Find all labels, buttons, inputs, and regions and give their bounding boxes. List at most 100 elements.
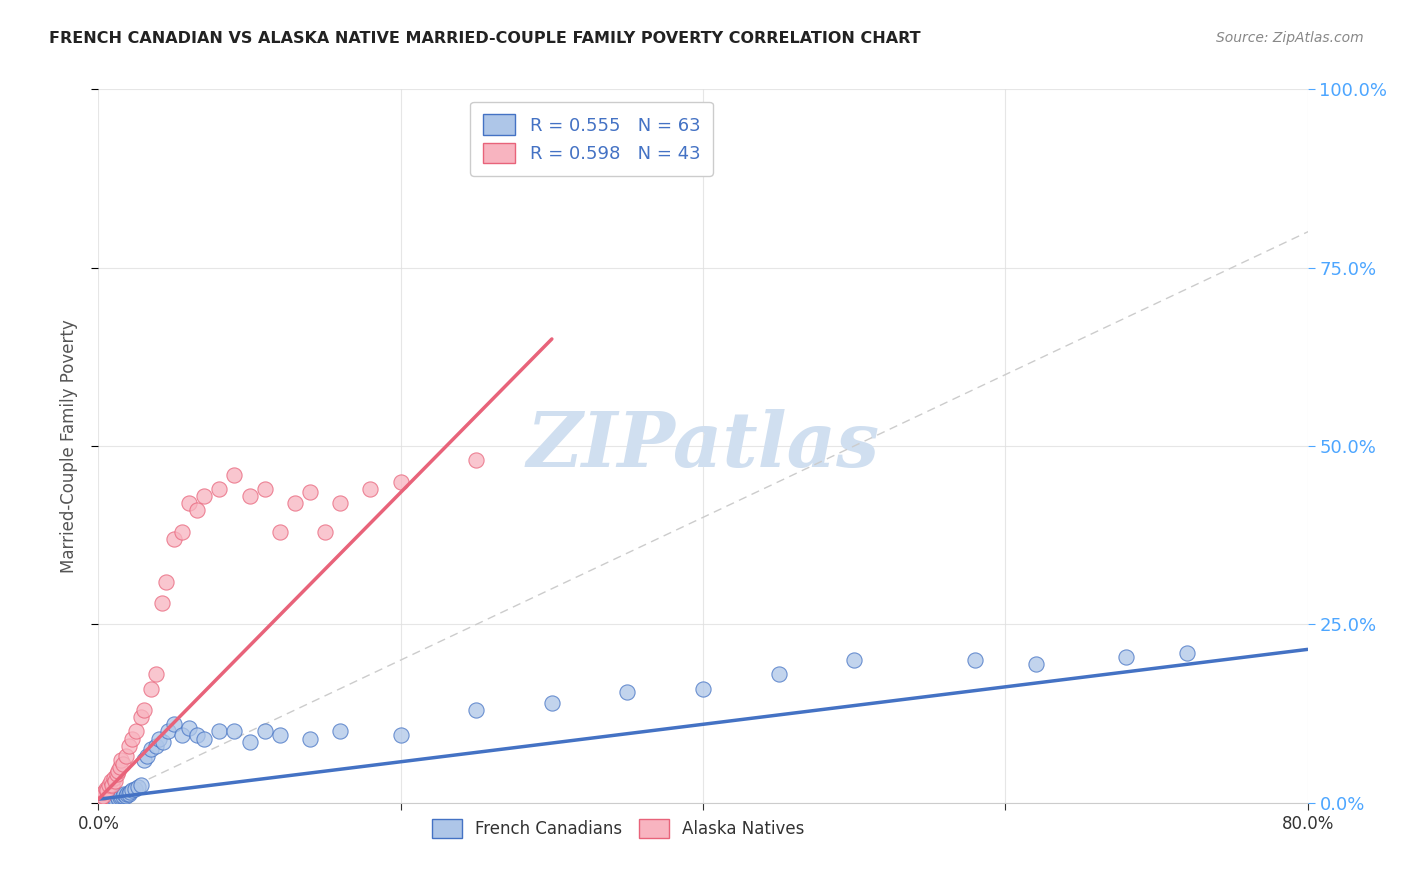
Text: ZIPatlas: ZIPatlas [526,409,880,483]
Point [100,789,122,804]
Point [121,731,143,746]
Point [107,790,129,805]
Point [118,739,141,753]
Point [170,728,193,742]
Point [145,739,167,753]
Point [105,789,128,804]
Point [98,790,121,805]
Point [179,721,201,735]
Point [108,760,131,774]
Text: FRENCH CANADIAN VS ALASKA NATIVE MARRIED-COUPLE FAMILY POVERTY CORRELATION CHART: FRENCH CANADIAN VS ALASKA NATIVE MARRIED… [49,31,921,46]
Point [179,496,201,510]
Point [90,790,112,805]
Point [155,574,177,589]
Point [90,790,112,805]
Point [94,781,117,796]
Point [91,793,114,807]
Point [124,781,146,796]
Point [141,742,163,756]
Point [141,681,163,696]
Point [103,771,125,785]
Point [314,524,336,539]
Point [94,792,117,806]
Text: Source: ZipAtlas.com: Source: ZipAtlas.com [1216,31,1364,45]
Point [96,783,118,797]
Point [224,724,246,739]
Point [1175,646,1198,660]
Point [129,778,152,792]
Point [389,728,412,742]
Point [239,735,262,749]
Point [121,783,143,797]
Point [965,653,987,667]
Point [170,524,193,539]
Point [90,792,112,806]
Point [465,453,488,467]
Point [104,774,127,789]
Point [120,785,142,799]
Point [616,685,638,699]
Point [112,787,135,801]
Point [186,728,208,742]
Point [93,785,115,799]
Point [103,790,125,805]
Point [135,749,157,764]
Point [129,710,152,724]
Point [193,731,215,746]
Point [91,789,114,803]
Point [299,731,322,746]
Point [145,667,167,681]
Point [91,790,114,805]
Point [1115,649,1137,664]
Point [360,482,382,496]
Point [100,791,122,805]
Point [152,735,174,749]
Point [100,774,122,789]
Point [163,717,186,731]
Point [284,496,307,510]
Point [148,731,170,746]
Point [93,789,115,804]
Point [239,489,262,503]
Point [118,787,141,801]
Point [107,764,129,778]
Point [114,749,136,764]
Point [186,503,208,517]
Point [150,596,173,610]
Point [101,778,124,792]
Point [299,485,322,500]
Point [389,475,412,489]
Point [108,790,131,805]
Point [111,789,134,804]
Point [540,696,562,710]
Y-axis label: Married-Couple Family Poverty: Married-Couple Family Poverty [59,319,77,573]
Point [132,703,155,717]
Point [89,792,111,806]
Point [94,790,117,805]
Point [193,489,215,503]
Legend: French Canadians, Alaska Natives: French Canadians, Alaska Natives [425,812,811,845]
Point [115,787,138,801]
Point [1024,657,1046,671]
Point [253,724,276,739]
Point [89,792,111,806]
Point [96,791,118,805]
Point [110,753,132,767]
Point [269,728,291,742]
Point [93,791,115,805]
Point [98,778,121,792]
Point [132,753,155,767]
Point [692,681,714,696]
Point [208,482,231,496]
Point [101,792,124,806]
Point [105,767,128,781]
Point [329,724,352,739]
Point [111,756,134,771]
Point [844,653,866,667]
Point [96,789,118,804]
Point [127,780,149,794]
Point [110,789,132,803]
Point [329,496,352,510]
Point [156,724,179,739]
Point [104,791,127,805]
